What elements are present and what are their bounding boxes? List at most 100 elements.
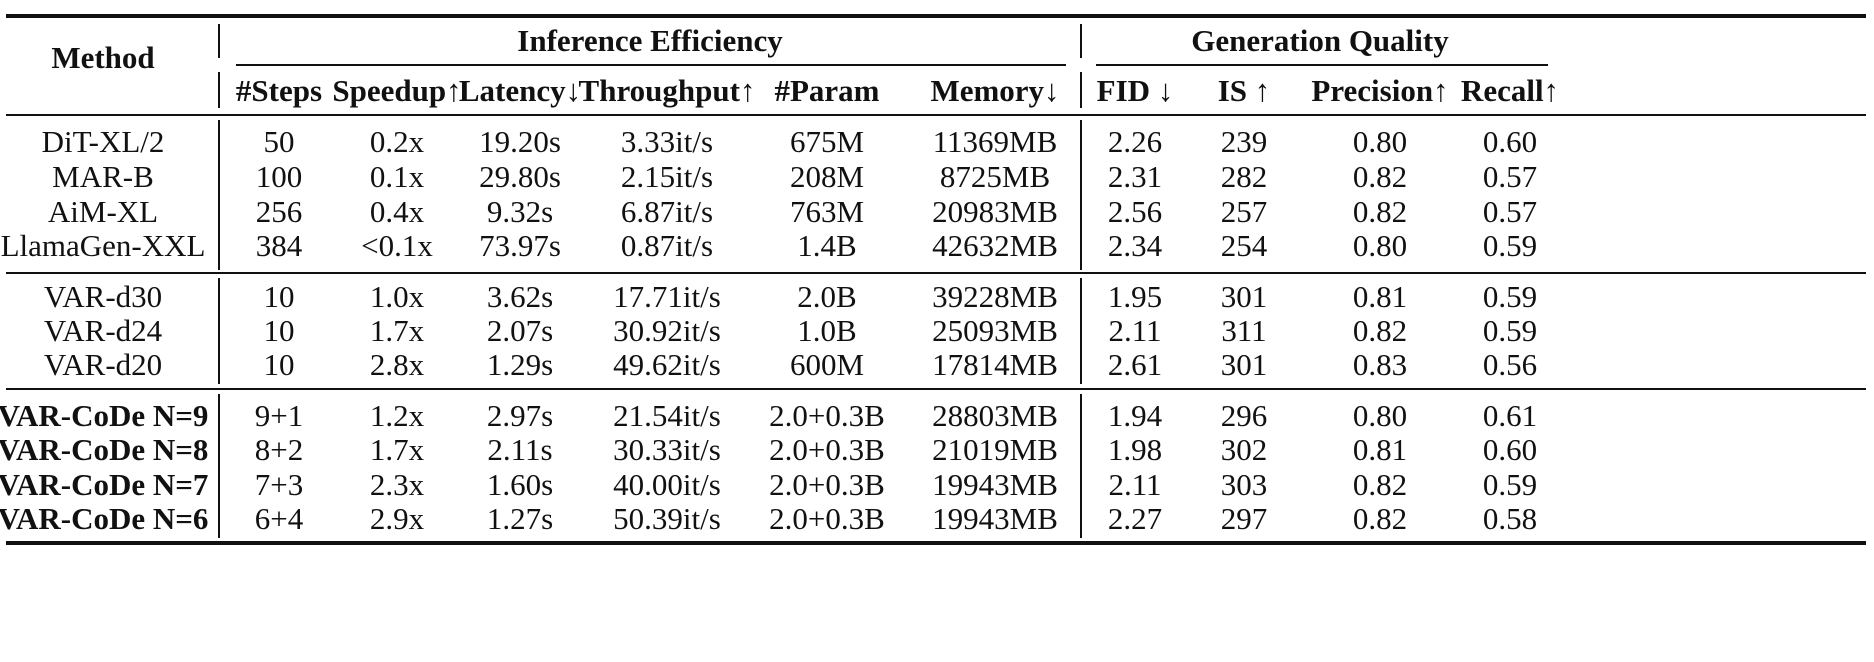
throughput-cell: 50.39it/s [613, 501, 721, 536]
fid-cell: 2.11 [1108, 313, 1162, 348]
quality-group-header: Generation Quality [1191, 23, 1449, 58]
precision-cell: 0.81 [1352, 279, 1408, 314]
recall-cell: 0.59 [1482, 467, 1538, 502]
latency-cell: 1.60s [486, 467, 554, 502]
memory-cell: 17814MB [932, 347, 1058, 382]
bottom-rule [6, 541, 1866, 545]
latency-cell: 2.11s [487, 432, 553, 467]
vsep-header-left-top [218, 24, 220, 58]
param-cell: 1.0B [797, 313, 857, 348]
precision-cell: 0.82 [1352, 467, 1408, 502]
throughput-cell: 3.33it/s [620, 124, 714, 159]
speedup-cell: 1.2x [369, 398, 425, 433]
latency-cell: 3.62s [486, 279, 554, 314]
param-cell: 208M [789, 159, 865, 194]
vsep-body-right-2 [1080, 278, 1082, 384]
speedup-cell: <0.1x [361, 228, 433, 263]
column-header-precision: Precision↑ [1311, 73, 1449, 108]
recall-cell: 0.61 [1482, 398, 1538, 433]
vsep-header-left-bottom [218, 72, 220, 108]
fid-cell: 2.61 [1107, 347, 1163, 382]
fid-cell: 2.31 [1107, 159, 1163, 194]
latency-cell: 1.27s [486, 501, 554, 536]
throughput-cell: 30.33it/s [613, 432, 721, 467]
memory-cell: 19943MB [932, 501, 1058, 536]
param-cell: 675M [789, 124, 865, 159]
latency-cell: 73.97s [479, 228, 561, 263]
fid-cell: 2.27 [1107, 501, 1163, 536]
precision-cell: 0.80 [1352, 398, 1408, 433]
throughput-cell: 40.00it/s [613, 467, 721, 502]
is-cell: 257 [1220, 194, 1268, 229]
param-cell: 2.0+0.3B [769, 501, 885, 536]
steps-cell: 50 [263, 124, 295, 159]
steps-cell: 100 [255, 159, 303, 194]
quality-group-rule [1096, 64, 1548, 66]
param-cell: 2.0+0.3B [769, 467, 885, 502]
is-cell: 303 [1220, 467, 1268, 502]
is-cell: 301 [1220, 279, 1268, 314]
memory-cell: 39228MB [932, 279, 1058, 314]
steps-cell: 10 [263, 279, 295, 314]
memory-cell: 19943MB [932, 467, 1058, 502]
vsep-header-right-top [1080, 24, 1082, 58]
param-cell: 763M [789, 194, 865, 229]
throughput-cell: 17.71it/s [613, 279, 721, 314]
vsep-body-left-3 [218, 394, 220, 538]
speedup-cell: 1.0x [369, 279, 425, 314]
section-rule-2 [6, 388, 1866, 390]
steps-cell: 10 [263, 347, 295, 382]
fid-cell: 2.26 [1107, 124, 1163, 159]
column-header-recall: Recall↑ [1460, 73, 1560, 108]
recall-cell: 0.60 [1482, 432, 1538, 467]
efficiency-group-rule [236, 64, 1066, 66]
latency-cell: 9.32s [486, 194, 554, 229]
speedup-cell: 2.9x [369, 501, 425, 536]
speedup-cell: 0.4x [369, 194, 425, 229]
is-cell: 239 [1220, 124, 1268, 159]
top-rule [6, 14, 1866, 18]
method-cell: VAR-CoDe N=7 [0, 467, 209, 502]
speedup-cell: 2.3x [369, 467, 425, 502]
is-cell: 282 [1220, 159, 1268, 194]
param-cell: 1.4B [797, 228, 857, 263]
precision-cell: 0.80 [1352, 124, 1408, 159]
is-cell: 296 [1220, 398, 1268, 433]
param-cell: 2.0+0.3B [769, 432, 885, 467]
latency-cell: 29.80s [479, 159, 561, 194]
memory-cell: 42632MB [932, 228, 1058, 263]
fid-cell: 2.56 [1107, 194, 1163, 229]
method-cell: VAR-d30 [43, 279, 163, 314]
recall-cell: 0.60 [1482, 124, 1538, 159]
column-header-latency: Latency↓ [458, 73, 582, 108]
latency-cell: 19.20s [479, 124, 561, 159]
method-cell: AiM-XL [47, 194, 159, 229]
vsep-body-right-1 [1080, 120, 1082, 270]
is-cell: 301 [1220, 347, 1268, 382]
method-cell: MAR-B [52, 159, 154, 194]
is-cell: 302 [1220, 432, 1268, 467]
precision-cell: 0.82 [1352, 159, 1408, 194]
recall-cell: 0.59 [1482, 279, 1538, 314]
is-cell: 254 [1220, 228, 1268, 263]
latency-cell: 1.29s [486, 347, 554, 382]
memory-cell: 28803MB [932, 398, 1058, 433]
method-cell: VAR-CoDe N=9 [0, 398, 209, 433]
steps-cell: 256 [255, 194, 303, 229]
column-header-speedup: Speedup↑ [332, 73, 462, 108]
method-cell: VAR-d20 [43, 347, 163, 382]
latency-cell: 2.97s [486, 398, 554, 433]
precision-cell: 0.82 [1352, 501, 1408, 536]
memory-cell: 8725MB [939, 159, 1051, 194]
memory-cell: 21019MB [932, 432, 1058, 467]
precision-cell: 0.82 [1352, 313, 1408, 348]
throughput-cell: 21.54it/s [613, 398, 721, 433]
steps-cell: 9+1 [254, 398, 304, 433]
column-header-is: IS ↑ [1217, 73, 1271, 108]
vsep-body-right-3 [1080, 394, 1082, 538]
vsep-body-left-1 [218, 120, 220, 270]
throughput-cell: 49.62it/s [613, 347, 721, 382]
memory-cell: 20983MB [932, 194, 1058, 229]
is-cell: 297 [1220, 501, 1268, 536]
section-rule-1 [6, 272, 1866, 274]
